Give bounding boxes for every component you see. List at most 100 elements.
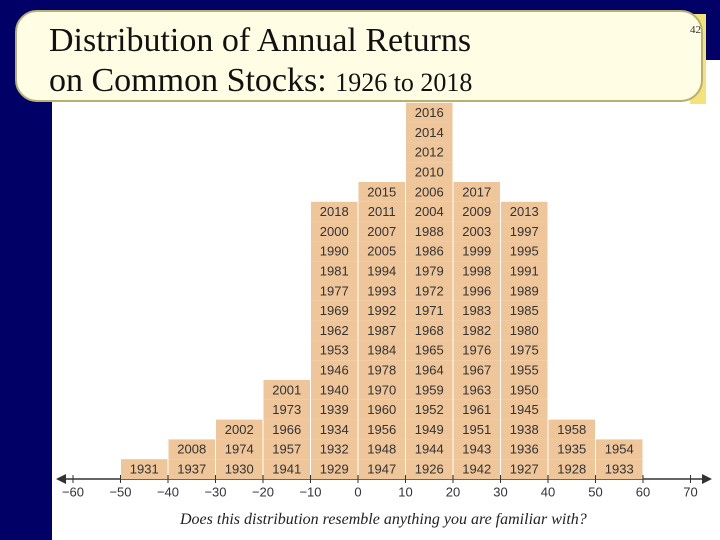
year-cell [453, 320, 500, 341]
tick-label: −50 [109, 484, 131, 499]
year-label: 1976 [462, 343, 491, 358]
year-cell [263, 439, 310, 460]
year-label: 1997 [510, 224, 539, 239]
year-cell [453, 380, 500, 400]
year-cell [358, 459, 405, 479]
year-label: 1977 [320, 283, 349, 298]
year-cell [453, 360, 500, 380]
year-label: 1971 [415, 303, 444, 318]
year-cell [406, 201, 453, 222]
year-cell [406, 162, 453, 182]
year-label: 2008 [177, 442, 206, 457]
year-label: 1940 [320, 382, 349, 397]
year-cell [501, 320, 548, 341]
year-label: 1938 [510, 422, 539, 437]
tick-label: −10 [299, 484, 321, 499]
year-cell [501, 221, 548, 242]
year-cell [406, 182, 453, 202]
year-cell [501, 419, 548, 440]
year-label: 1983 [462, 303, 491, 318]
year-label: 1986 [415, 244, 444, 259]
tick-label: 20 [446, 484, 460, 499]
year-label: 1933 [605, 462, 634, 477]
year-label: 2010 [415, 165, 444, 180]
tick-label: 0 [354, 484, 361, 499]
year-cell [501, 261, 548, 281]
year-cell [453, 399, 500, 420]
year-cell [453, 261, 500, 281]
year-label: 1972 [415, 283, 444, 298]
year-label: 1946 [320, 363, 349, 378]
year-cell [311, 419, 358, 440]
year-cell [311, 340, 358, 361]
year-label: 2007 [367, 224, 396, 239]
year-cell [406, 122, 453, 143]
year-cell [216, 419, 263, 440]
year-label: 1980 [510, 323, 539, 338]
year-label: 1999 [462, 244, 491, 259]
year-cell [406, 419, 453, 440]
title-text: on Common Stocks: [49, 62, 327, 99]
year-label: 1928 [557, 462, 586, 477]
year-label: 2002 [225, 422, 254, 437]
year-cell [121, 459, 168, 479]
year-cell [216, 459, 263, 479]
year-cell [453, 439, 500, 460]
year-cell [453, 182, 500, 202]
year-cell [263, 399, 310, 420]
year-label: 1957 [272, 442, 301, 457]
year-cell [358, 261, 405, 281]
year-label: 2003 [462, 224, 491, 239]
year-label: 2006 [415, 184, 444, 199]
year-cell [406, 281, 453, 301]
year-cell [501, 399, 548, 420]
year-label: 1941 [272, 462, 301, 477]
title-line: Distribution of Annual Returns [49, 22, 472, 59]
year-label: 1989 [510, 283, 539, 298]
year-cell [453, 419, 500, 440]
year-label: 1935 [557, 442, 586, 457]
year-label: 1969 [320, 303, 349, 318]
year-cell [358, 320, 405, 341]
tick-label: 10 [398, 484, 412, 499]
year-label: 1962 [320, 323, 349, 338]
year-cell [501, 439, 548, 460]
year-label: 1978 [367, 363, 396, 378]
year-label: 1961 [462, 402, 491, 417]
year-cell [216, 439, 263, 460]
year-cell [501, 241, 548, 262]
year-label: 2011 [368, 204, 396, 219]
year-cell [453, 459, 500, 479]
year-label: 1926 [415, 462, 444, 477]
year-cell [358, 439, 405, 460]
tick-label: 70 [683, 484, 697, 499]
year-label: 1967 [462, 363, 491, 378]
year-cell [596, 439, 643, 460]
year-label: 1934 [320, 422, 349, 437]
year-cell [501, 340, 548, 361]
year-label: 1931 [130, 462, 159, 477]
year-label: 1948 [367, 442, 396, 457]
year-label: 1966 [272, 422, 301, 437]
year-cell [311, 261, 358, 281]
caption: Does this distribution resemble anything… [180, 511, 587, 528]
year-label: 1995 [510, 244, 539, 259]
year-cell [406, 320, 453, 341]
axis-arrow [56, 474, 66, 484]
year-cell [311, 221, 358, 242]
year-label: 2017 [462, 184, 491, 199]
year-cell [358, 360, 405, 380]
year-cell [501, 459, 548, 479]
year-label: 1988 [415, 224, 444, 239]
year-cell [406, 102, 453, 123]
year-cell [311, 360, 358, 380]
year-cell [453, 221, 500, 242]
title-line: on Common Stocks: 1926 to 2018 [49, 64, 472, 98]
year-cell [406, 380, 453, 400]
year-cell [263, 459, 310, 479]
year-label: 2016 [415, 105, 444, 120]
year-label: 1950 [510, 382, 539, 397]
year-cell [548, 459, 595, 479]
